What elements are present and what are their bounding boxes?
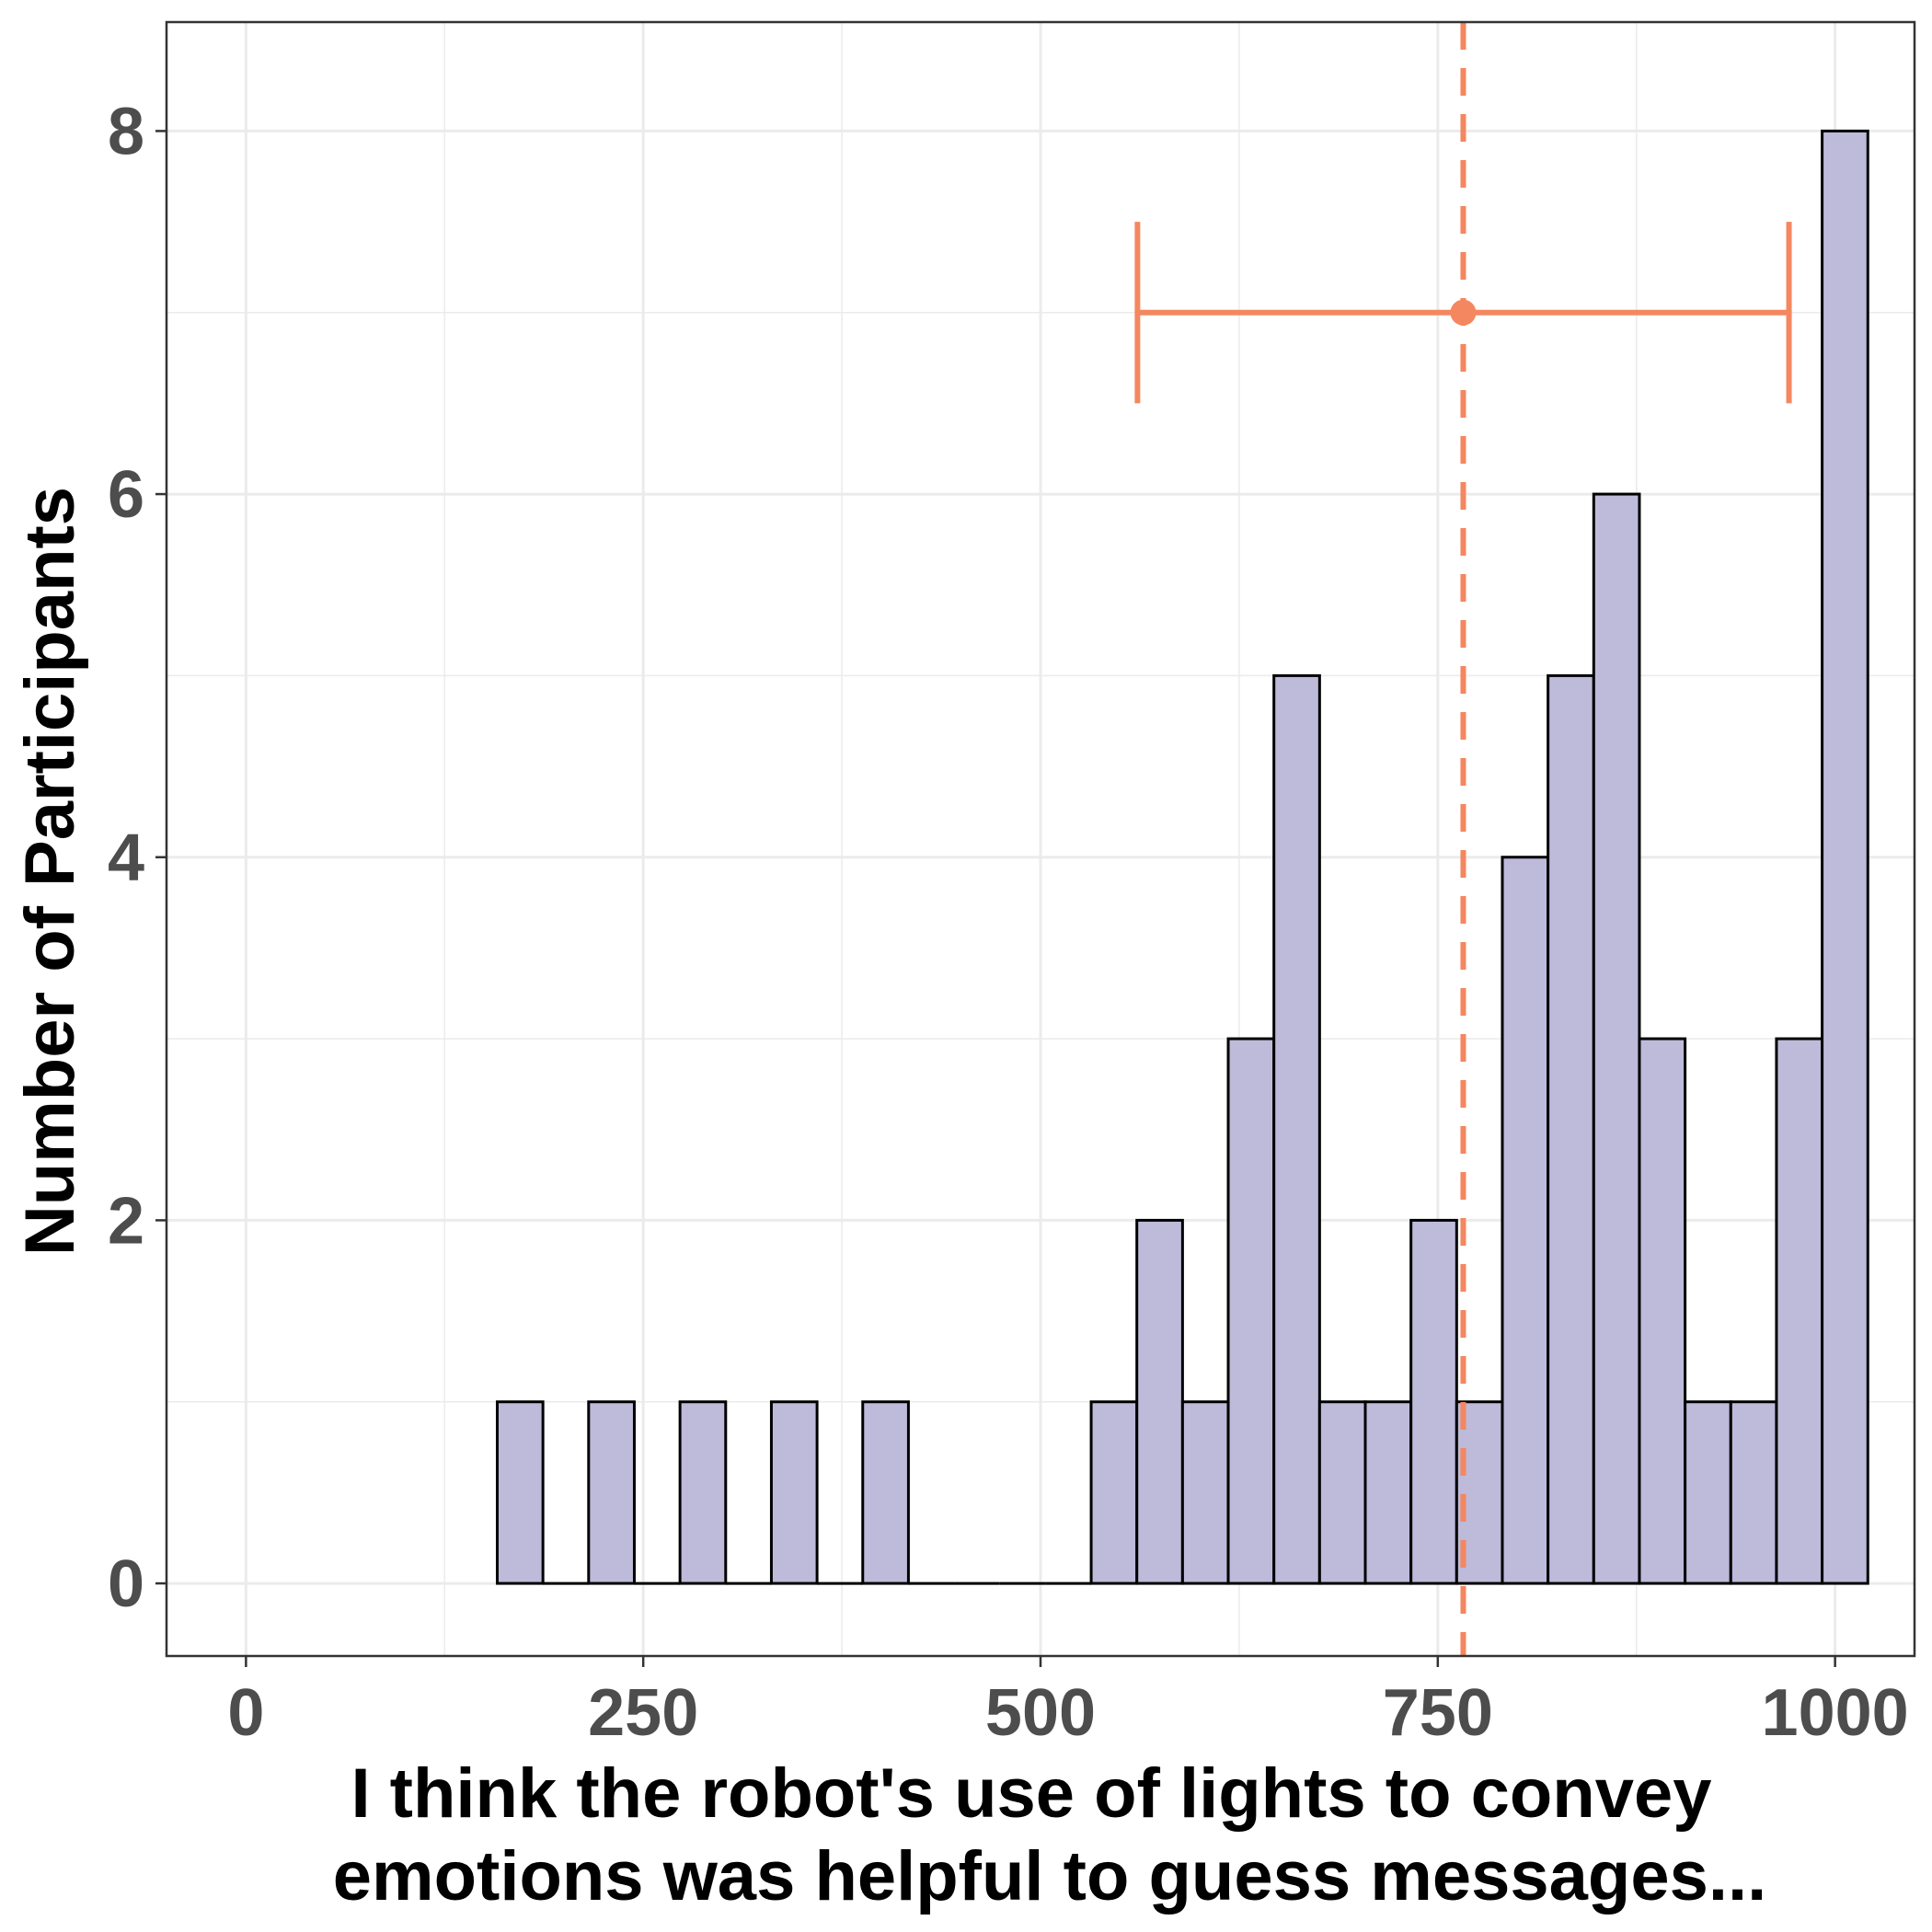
x-tick-label: 1000 <box>1762 1676 1909 1750</box>
x-axis-ticks: 0 250 500 750 1000 <box>227 1656 1909 1750</box>
histogram-bar <box>861 1400 910 1585</box>
y-tick-label: 8 <box>108 95 144 168</box>
histogram-bars <box>495 129 1869 1585</box>
histogram-bar <box>1775 1037 1824 1585</box>
histogram-bar <box>1592 492 1641 1585</box>
histogram-bar <box>678 1400 728 1585</box>
histogram-bar <box>1135 1218 1184 1585</box>
histogram-bar <box>1729 1400 1778 1585</box>
histogram-bar <box>1089 1400 1139 1585</box>
histogram-bar <box>495 1400 545 1585</box>
histogram-bar <box>1638 1037 1687 1585</box>
histogram-bar <box>1317 1400 1367 1585</box>
histogram-bar <box>1684 1400 1732 1585</box>
histogram-bar <box>1409 1218 1458 1585</box>
y-tick-label: 0 <box>108 1547 144 1621</box>
histogram-bar <box>1180 1400 1230 1585</box>
x-tick-label: 0 <box>227 1676 264 1750</box>
histogram-bar <box>1821 129 1869 1585</box>
x-axis-title-line-2: emotions was helpful to guess messages..… <box>333 1837 1766 1915</box>
histogram-bar <box>769 1400 819 1585</box>
histogram-bar <box>1547 673 1595 1585</box>
mean-point <box>1450 299 1477 326</box>
mean-overlay <box>1134 22 1792 1656</box>
histogram-bar <box>1226 1037 1276 1585</box>
y-tick-label: 6 <box>108 458 144 532</box>
x-tick-label: 750 <box>1383 1676 1493 1750</box>
histogram-bar <box>1363 1400 1413 1585</box>
y-tick-label: 4 <box>108 822 144 895</box>
x-axis-title-line-1: I think the robot's use of lights to con… <box>351 1754 1711 1833</box>
histogram-bar <box>587 1400 636 1585</box>
y-axis-title: Number of Participants <box>11 487 89 1256</box>
histogram-bar <box>1272 673 1321 1585</box>
y-axis-ticks: 0 2 4 6 8 <box>108 95 167 1621</box>
x-tick-label: 250 <box>588 1676 698 1750</box>
y-tick-label: 2 <box>108 1184 144 1258</box>
x-tick-label: 500 <box>985 1676 1096 1750</box>
histogram-bar <box>1501 856 1550 1585</box>
